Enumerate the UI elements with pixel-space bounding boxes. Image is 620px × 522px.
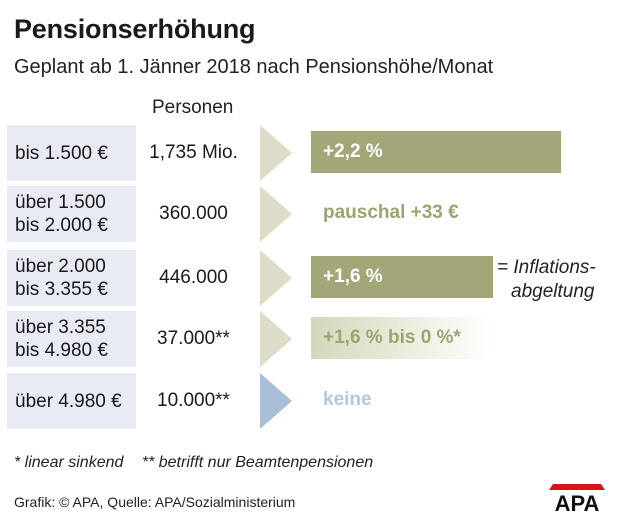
increase-bar: +2,2 %: [311, 131, 561, 173]
svg-text:APA: APA: [555, 491, 600, 512]
income-range-label: über 1.500 bis 2.000 €: [7, 186, 136, 242]
arrow-icon: [260, 250, 292, 306]
increase-flat-label: pauschal +33 €: [323, 202, 459, 223]
inflation-note: = Inflations- abgeltung: [497, 256, 596, 304]
persons-count: 37.000**: [157, 328, 230, 349]
table-row: bis 1.500 € 1,735 Mio. +2,2 %: [7, 125, 607, 181]
income-range-label: über 2.000 bis 3.355 €: [7, 250, 136, 306]
table-row: über 1.500 bis 2.000 € 360.000 pauschal …: [7, 186, 607, 242]
arrow-icon: [260, 186, 292, 242]
inflation-note-line1: = Inflations-: [497, 257, 596, 278]
inflation-note-line2: abgeltung: [511, 281, 595, 302]
chart-subtitle: Geplant ab 1. Jänner 2018 nach Pensionsh…: [14, 56, 494, 78]
increase-gradient-bar: +1,6 % bis 0 %*: [311, 317, 493, 359]
table-row: über 2.000 bis 3.355 € 446.000 +1,6 %: [7, 250, 607, 306]
persons-count: 1,735 Mio.: [149, 142, 238, 163]
footnote-beamte: ** betrifft nur Beamtenpensionen: [141, 454, 374, 471]
table-row: über 4.980 € 10.000** keine: [7, 373, 607, 429]
persons-count: 446.000: [159, 267, 228, 288]
persons-count: 360.000: [159, 203, 228, 224]
source-credit: Grafik: © APA, Quelle: APA/Sozialministe…: [14, 494, 296, 510]
arrow-icon: [260, 125, 292, 181]
footnotes: * linear sinkend ** betrifft nur Beamten…: [14, 454, 373, 472]
table-row: über 3.355 bis 4.980 € 37.000** +1,6 % b…: [7, 311, 607, 367]
increase-none-label: keine: [323, 389, 372, 410]
chart-title: Pensionserhöhung: [14, 14, 256, 44]
footnote-linear: * linear sinkend: [14, 454, 124, 471]
income-range-label: über 3.355 bis 4.980 €: [7, 311, 136, 367]
arrow-icon: [260, 311, 292, 367]
persons-column-header: Personen: [152, 97, 234, 118]
apa-logo: APA: [549, 484, 605, 512]
income-range-label: über 4.980 €: [7, 373, 136, 429]
income-range-label: bis 1.500 €: [7, 125, 136, 181]
persons-count: 10.000**: [157, 390, 230, 411]
increase-bar: +1,6 %: [311, 256, 493, 298]
arrow-icon: [260, 373, 292, 429]
